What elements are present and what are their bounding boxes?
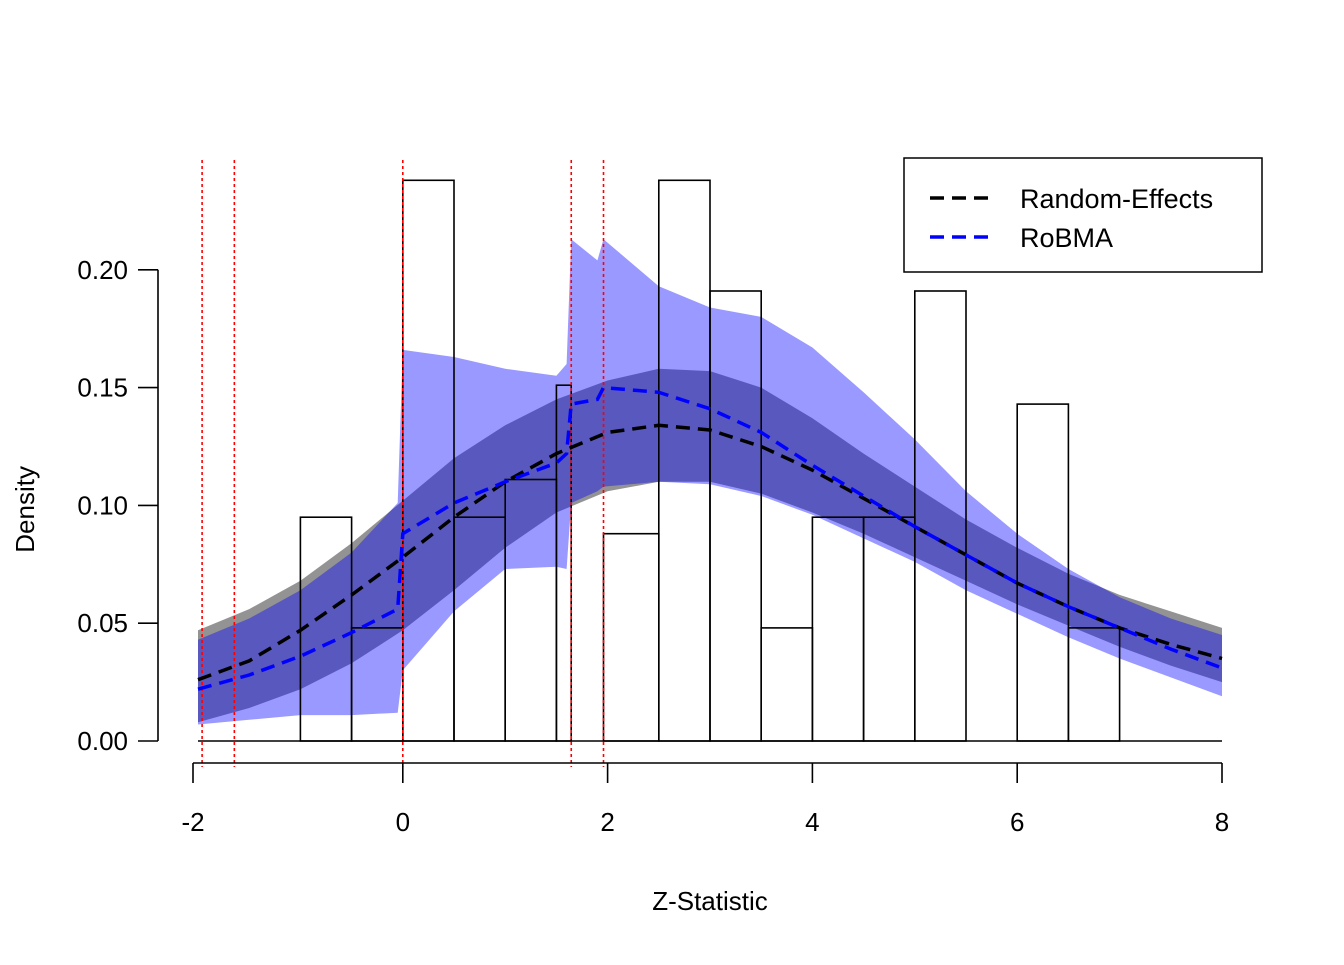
- legend-label-random-effects: Random-Effects: [1020, 184, 1213, 214]
- y-axis-title: Density: [10, 466, 40, 553]
- y-tick-label: 0.15: [77, 373, 128, 403]
- x-tick-label: 8: [1215, 807, 1229, 837]
- x-tick-label: 6: [1010, 807, 1024, 837]
- x-tick-label: -2: [181, 807, 204, 837]
- histogram-bar: [602, 532, 660, 742]
- y-tick-label: 0.10: [77, 490, 128, 520]
- x-axis-title: Z-Statistic: [652, 886, 768, 916]
- x-tick-label: 0: [396, 807, 410, 837]
- axes: -2 0 2 4 6 8 0.00 0.05 0.10 0.15 0.20: [77, 255, 1229, 837]
- line-random-effects: [197, 423, 1223, 682]
- x-tick-label: 2: [600, 807, 614, 837]
- histogram-bar: [760, 627, 814, 742]
- legend: Random-Effects RoBMA: [903, 157, 1263, 273]
- histogram-bar: [811, 516, 865, 742]
- legend-box: [903, 157, 1263, 273]
- y-tick-label: 0.20: [77, 255, 128, 285]
- cutoff-lines: [201, 160, 605, 767]
- x-tick-label: 4: [805, 807, 819, 837]
- y-tick-label: 0.00: [77, 726, 128, 756]
- legend-label-robma: RoBMA: [1020, 223, 1113, 253]
- y-tick-label: 0.05: [77, 608, 128, 638]
- density-lines: [197, 385, 1223, 691]
